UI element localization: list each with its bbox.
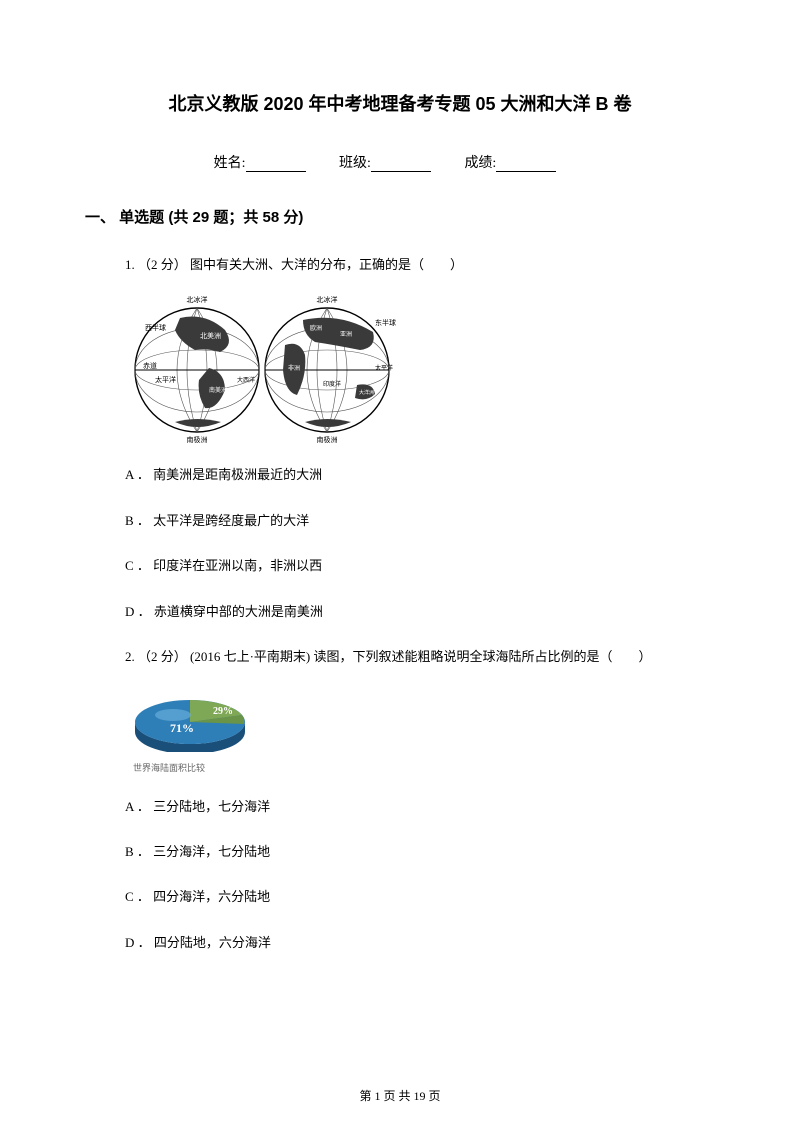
section-heading: 一、 单选题 (共 29 题；共 58 分): [85, 206, 715, 227]
q2-figure-pie: 29% 71%: [125, 682, 715, 752]
question-1: 1. （2 分） 图中有关大洲、大洋的分布，正确的是（ ） 北冰洋: [125, 253, 715, 623]
q1-option-b[interactable]: B ． 太平洋是跨经度最广的大洋: [125, 509, 715, 532]
q1-figure-world-map: 北冰洋 西半球 北美洲 赤道 太平洋 南美洲 大西洋 南极洲: [125, 290, 715, 445]
student-info-row: 姓名: 班级: 成绩:: [85, 152, 715, 172]
svg-text:南美洲: 南美洲: [209, 386, 227, 394]
svg-text:北冰洋: 北冰洋: [187, 295, 208, 304]
svg-text:赤道: 赤道: [143, 361, 157, 370]
svg-text:南极洲: 南极洲: [187, 435, 208, 444]
svg-text:印度洋: 印度洋: [323, 380, 341, 388]
q1-option-d[interactable]: D ． 赤道横穿中部的大洲是南美洲: [125, 600, 715, 623]
svg-text:东半球: 东半球: [375, 318, 396, 327]
q1-stem: 1. （2 分） 图中有关大洲、大洋的分布，正确的是（ ）: [125, 253, 715, 276]
svg-text:北美洲: 北美洲: [200, 331, 221, 340]
svg-text:大西洋: 大西洋: [237, 376, 255, 384]
name-blank[interactable]: [246, 158, 306, 172]
score-blank[interactable]: [496, 158, 556, 172]
q2-option-d[interactable]: D ． 四分陆地，六分海洋: [125, 931, 715, 954]
land-percent-label: 29%: [213, 706, 233, 717]
q2-figure-caption: 世界海陆面积比较: [133, 760, 715, 776]
svg-text:欧洲: 欧洲: [310, 324, 322, 332]
class-blank[interactable]: [371, 158, 431, 172]
question-2: 2. （2 分） (2016 七上·平南期末) 读图，下列叙述能粗略说明全球海陆…: [125, 645, 715, 954]
svg-text:大洋洲: 大洋洲: [359, 389, 374, 396]
page-title: 北京义教版 2020 年中考地理备考专题 05 大洲和大洋 B 卷: [85, 90, 715, 116]
q1-option-c[interactable]: C ． 印度洋在亚洲以南，非洲以西: [125, 554, 715, 577]
q1-option-a[interactable]: A ． 南美洲是距南极洲最近的大洲: [125, 463, 715, 486]
class-label: 班级:: [339, 152, 371, 172]
q2-option-c[interactable]: C ． 四分海洋，六分陆地: [125, 885, 715, 908]
svg-text:北冰洋: 北冰洋: [317, 295, 338, 304]
score-label: 成绩:: [464, 152, 496, 172]
svg-text:非洲: 非洲: [288, 364, 300, 372]
svg-text:西半球: 西半球: [145, 323, 166, 332]
name-label: 姓名:: [214, 152, 246, 172]
svg-text:亚洲: 亚洲: [340, 331, 352, 338]
q2-option-a[interactable]: A ． 三分陆地，七分海洋: [125, 795, 715, 818]
page-footer: 第 1 页 共 19 页: [0, 1087, 800, 1104]
q2-option-b[interactable]: B ． 三分海洋，七分陆地: [125, 840, 715, 863]
svg-text:太平洋: 太平洋: [375, 364, 393, 372]
svg-text:南极洲: 南极洲: [317, 435, 338, 444]
ocean-percent-label: 71%: [170, 721, 194, 735]
svg-text:太平洋: 太平洋: [155, 375, 176, 384]
q2-stem: 2. （2 分） (2016 七上·平南期末) 读图，下列叙述能粗略说明全球海陆…: [125, 645, 715, 668]
